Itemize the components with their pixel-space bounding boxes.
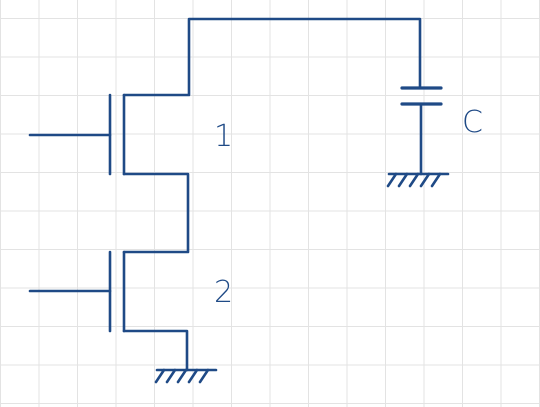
capacitor-label: C <box>462 105 483 140</box>
ground-icon-capacitor <box>386 172 450 188</box>
top-wire <box>122 17 422 97</box>
transistor-2: 2 <box>28 250 233 333</box>
series-wire <box>122 172 190 254</box>
ground-icon-transistor <box>154 368 218 384</box>
capacitor: C <box>400 86 483 176</box>
transistor-1-label: 1 <box>214 119 233 154</box>
transistor-2-label: 2 <box>214 275 233 310</box>
source-wire <box>122 329 189 372</box>
transistor-1: 1 <box>28 93 233 176</box>
